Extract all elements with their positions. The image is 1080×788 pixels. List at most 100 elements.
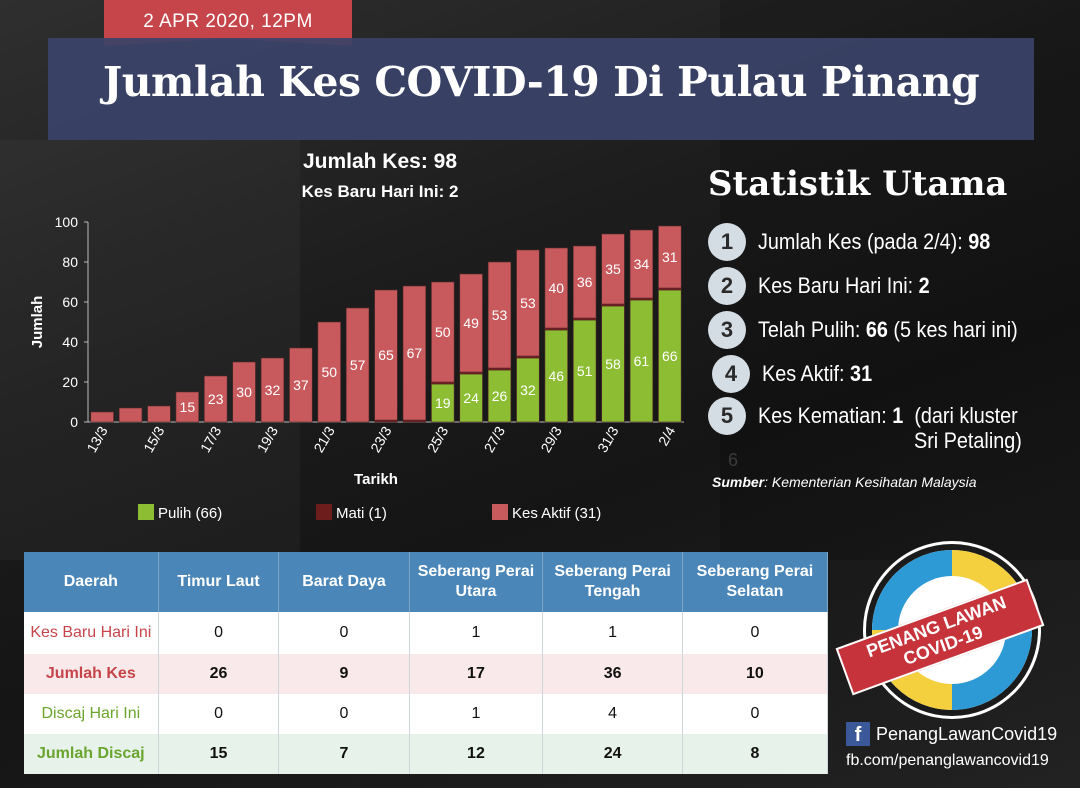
stat-value: 1 [892, 403, 904, 428]
bar-kes [402, 285, 427, 421]
source-label: Sumber [712, 474, 765, 490]
table-cell: 1 [409, 612, 544, 654]
bar-kes [573, 245, 597, 319]
table-cell: 0 [278, 612, 410, 654]
table-header: Seberang Perai Selatan [682, 552, 829, 612]
data-label: 49 [463, 315, 479, 331]
data-label: 36 [577, 274, 593, 290]
table-cell: 9 [278, 654, 410, 694]
x-tick-label: 2/4 [655, 423, 679, 448]
x-tick-label: 23/3 [367, 423, 395, 455]
bar-kes [317, 321, 341, 423]
x-tick-label: 29/3 [537, 423, 565, 455]
stat-text: Kes Aktif: 31 [762, 361, 872, 387]
y-tick-label: 40 [62, 334, 78, 350]
page-title: Jumlah Kes COVID-19 Di Pulau Pinang [102, 58, 980, 106]
data-label: 32 [265, 382, 281, 398]
legend-label: Mati (1) [336, 505, 387, 522]
table-row: Discaj Hari Ini 0 0 1 4 0 [24, 694, 829, 734]
table-header: Timur Laut [158, 552, 280, 612]
table-cell: 17 [409, 654, 544, 694]
legend-swatch [492, 504, 508, 520]
bar-kes [374, 289, 398, 421]
data-label: 67 [407, 345, 423, 361]
bar-kes [601, 233, 625, 305]
table-cell: 1 [409, 694, 544, 734]
data-label: 66 [662, 348, 678, 364]
data-label: 26 [492, 388, 508, 404]
source-text: : Kementerian Kesihatan Malaysia [764, 474, 977, 490]
y-tick-label: 80 [62, 254, 78, 270]
x-tick-label: 31/3 [594, 423, 622, 455]
stat-label: Kes Baru Hari Ini: [758, 273, 914, 298]
source-note: Sumber: Kementerian Kesihatan Malaysia [712, 474, 977, 490]
stat-text: Jumlah Kes (pada 2/4): 98 [758, 229, 990, 255]
data-label: 65 [378, 347, 394, 363]
total-cases: Jumlah Kes: 98 [302, 150, 458, 173]
row-label: Jumlah Discaj [24, 734, 159, 774]
stat-label: Kes Aktif: [762, 361, 845, 386]
stat-item-4: 4 Kes Aktif: 31 [712, 354, 884, 394]
stat-item-3: 3 Telah Pulih: 66 (5 kes hari ini) [708, 310, 1047, 350]
facebook-link[interactable]: f PenangLawanCovid19 [846, 722, 1057, 746]
bar-kes [544, 247, 568, 329]
table-cell: 26 [158, 654, 280, 694]
row-label: Jumlah Kes [24, 654, 159, 694]
table-header-row: Daerah Timur Laut Barat Daya Seberang Pe… [24, 552, 829, 612]
x-axis-title: Tarikh [354, 471, 398, 488]
table-header: Barat Daya [278, 552, 410, 612]
table-cell: 0 [278, 694, 410, 734]
data-label: 37 [293, 377, 309, 393]
stat-text: Kes Kematian: 1 (dari kluster [758, 403, 1018, 429]
stat-text: Telah Pulih: 66 (5 kes hari ini) [758, 317, 1018, 343]
table-cell: 0 [158, 694, 280, 734]
bar-kes [516, 249, 540, 357]
facebook-url[interactable]: fb.com/penanglawancovid19 [846, 752, 1049, 769]
stat-value: 2 [918, 273, 930, 298]
stat-item-5-line2: Sri Petaling) [914, 428, 1022, 453]
y-axis-title: Jumlah [29, 296, 46, 349]
stat-number: 1 [708, 223, 746, 261]
bar-kes [175, 391, 199, 423]
legend-swatch [138, 504, 154, 520]
bar-kes [289, 347, 313, 423]
x-tick-label: 13/3 [83, 423, 111, 455]
title-bar [48, 38, 1034, 140]
data-label: 15 [180, 399, 196, 415]
stat-value: 66 [865, 317, 888, 342]
stat-number: 3 [708, 311, 746, 349]
legend-swatch [316, 504, 332, 520]
row-label: Kes Baru Hari Ini [24, 612, 159, 654]
stat-number: 2 [708, 267, 746, 305]
data-label: 58 [605, 356, 621, 372]
x-tick-label: 17/3 [197, 423, 225, 455]
bar-kes [204, 375, 228, 423]
bar-kes [118, 407, 143, 423]
bar-kes [629, 229, 654, 299]
stats-title: Statistik Utama [708, 164, 1008, 204]
data-label: 57 [350, 357, 366, 373]
data-label: 31 [662, 249, 678, 265]
data-label: 40 [548, 280, 564, 296]
table-cell: 15 [158, 734, 280, 774]
data-label: 30 [236, 384, 252, 400]
stat-number: 4 [712, 355, 750, 393]
bar-kes [147, 405, 171, 423]
stat-label: Telah Pulih: [758, 317, 861, 342]
table-cell: 0 [682, 694, 829, 734]
table-cell: 7 [278, 734, 410, 774]
x-tick-label: 19/3 [254, 423, 282, 455]
bar-kes [487, 261, 512, 369]
data-label: 35 [605, 261, 621, 277]
stat-label: Kes Kematian: [758, 403, 887, 428]
y-tick-label: 0 [70, 414, 78, 430]
district-table: Daerah Timur Laut Barat Daya Seberang Pe… [24, 552, 829, 774]
x-tick-label: 27/3 [481, 423, 509, 455]
table-header: Daerah [24, 552, 159, 612]
bar-kes [459, 273, 483, 373]
legend-label: Pulih (66) [158, 505, 222, 522]
x-tick-label: 21/3 [310, 423, 338, 455]
y-tick-label: 60 [62, 294, 78, 310]
data-label: 19 [435, 395, 451, 411]
row-label: Discaj Hari Ini [24, 694, 159, 734]
